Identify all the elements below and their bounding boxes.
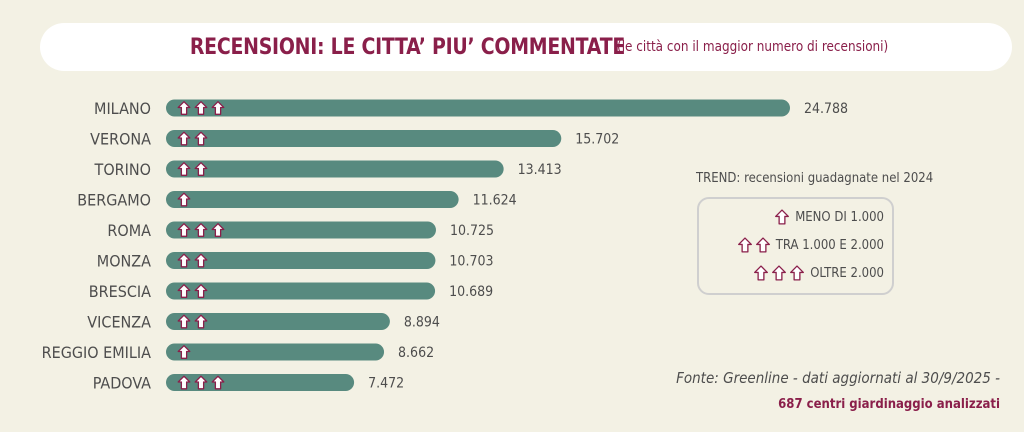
legend-arrow-icon <box>772 265 787 281</box>
title-banner: RECENSIONI: LE CITTA’ PIU’ COMMENTATE (l… <box>40 23 1012 71</box>
legend-label-1: MENO DI 1.000 <box>795 209 884 225</box>
value-label: 8.662 <box>398 345 434 361</box>
legend-arrow-icon <box>755 237 770 253</box>
legend-label-3: OLTRE 2.000 <box>810 265 884 281</box>
trend-arrow-icon <box>177 314 191 329</box>
legend-item-2: TRA 1.000 E 2.000 <box>736 237 884 253</box>
source-count: 687 centri giardinaggio analizzati <box>778 397 1000 412</box>
value-label: 11.624 <box>473 193 517 209</box>
chart-subtitle: (le città con il maggior numero di recen… <box>617 39 889 55</box>
source-note: Fonte: Greenline - dati aggiornati al 30… <box>676 369 1000 387</box>
category-label: BRESCIA <box>89 282 151 301</box>
bar <box>166 191 459 208</box>
category-label: MONZA <box>97 252 151 271</box>
legend-label-2: TRA 1.000 E 2.000 <box>775 237 884 253</box>
bar <box>166 130 562 147</box>
trend-arrow-icon <box>194 101 208 115</box>
legend-arrows-3-icon <box>754 265 805 281</box>
value-label: 10.703 <box>449 254 493 270</box>
trend-arrow-icon <box>194 131 208 146</box>
category-label: MILANO <box>94 99 151 118</box>
value-label: 13.413 <box>518 162 562 178</box>
trend-arrow-icon <box>177 162 191 176</box>
bar <box>166 221 436 239</box>
value-label: 10.689 <box>449 284 493 300</box>
trend-arrow-icon <box>177 192 191 207</box>
bar <box>166 343 385 361</box>
trend-arrow-icon <box>177 223 191 237</box>
trend-arrow-icon <box>194 253 208 268</box>
value-label: 15.702 <box>575 132 619 148</box>
trend-arrow-icon <box>177 131 191 146</box>
trend-arrow-icon <box>194 314 208 329</box>
trend-arrow-icon <box>211 101 225 115</box>
category-label: TORINO <box>94 160 151 179</box>
legend-arrow-icon <box>754 265 769 281</box>
legend-item-1: MENO DI 1.000 <box>773 209 884 225</box>
trend-arrow-icon <box>211 375 225 390</box>
category-label: BERGAMO <box>77 191 151 210</box>
bar <box>166 99 790 117</box>
category-label: VICENZA <box>87 313 151 332</box>
value-label: 8.894 <box>404 315 440 331</box>
bar <box>166 282 436 300</box>
legend-box: MENO DI 1.000 TRA 1.000 E 2.000 OLTRE 2.… <box>697 197 894 295</box>
trend-arrow-icon <box>177 345 191 359</box>
trend-arrow-icon <box>194 284 208 298</box>
value-label: 7.472 <box>368 376 404 392</box>
value-label: 10.725 <box>450 223 494 239</box>
trend-arrow-icon <box>194 375 208 390</box>
chart-title: RECENSIONI: LE CITTA’ PIU’ COMMENTATE <box>190 34 626 60</box>
bar <box>166 374 355 391</box>
legend-arrow-icon <box>737 237 752 253</box>
trend-arrow-icon <box>177 101 191 115</box>
trend-arrow-icon <box>177 284 191 298</box>
trend-arrow-icon <box>211 223 225 237</box>
trend-arrow-icon <box>194 162 208 176</box>
legend-arrow-icon <box>775 209 790 225</box>
legend-arrows-1-icon <box>775 209 790 225</box>
category-label: ROMA <box>107 221 151 240</box>
trend-arrow-icon <box>177 375 191 390</box>
value-label: 24.788 <box>804 101 848 117</box>
bar <box>166 313 390 330</box>
bar <box>166 160 504 178</box>
bar <box>166 252 436 269</box>
trend-arrow-icon <box>194 223 208 237</box>
category-label: PADOVA <box>93 374 151 393</box>
legend-arrows-2-icon <box>737 237 770 253</box>
legend-item-3: OLTRE 2.000 <box>752 265 884 281</box>
legend-arrow-icon <box>790 265 805 281</box>
legend-title: TREND: recensioni guadagnate nel 2024 <box>696 171 934 186</box>
category-label: VERONA <box>90 130 151 149</box>
category-label: REGGIO EMILIA <box>42 343 152 362</box>
trend-arrow-icon <box>177 253 191 268</box>
